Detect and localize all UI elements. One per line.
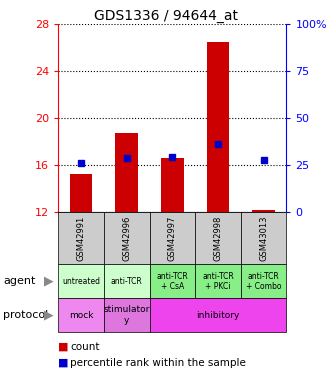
- Text: anti-TCR
+ CsA: anti-TCR + CsA: [157, 272, 188, 291]
- Bar: [150, 212, 195, 264]
- Bar: [206, 42, 229, 212]
- Text: ▶: ▶: [44, 309, 53, 321]
- Text: anti-TCR
+ Combo: anti-TCR + Combo: [246, 272, 281, 291]
- Text: anti-TCR: anti-TCR: [111, 277, 143, 286]
- Text: ▶: ▶: [44, 275, 53, 288]
- Text: GSM42991: GSM42991: [77, 216, 86, 261]
- Text: agent: agent: [3, 276, 36, 286]
- Bar: [252, 210, 275, 212]
- Text: untreated: untreated: [62, 277, 100, 286]
- Bar: [241, 264, 286, 298]
- Text: anti-TCR
+ PKCi: anti-TCR + PKCi: [202, 272, 234, 291]
- Bar: [115, 134, 138, 212]
- Bar: [58, 212, 104, 264]
- Bar: [195, 264, 241, 298]
- Text: ■: ■: [58, 358, 69, 368]
- Text: count: count: [70, 342, 100, 352]
- Text: GSM43013: GSM43013: [259, 215, 268, 261]
- Text: ■: ■: [58, 342, 69, 352]
- Bar: [104, 264, 150, 298]
- Text: mock: mock: [69, 310, 93, 320]
- Text: protocol: protocol: [3, 310, 49, 320]
- Text: stimulator
y: stimulator y: [104, 305, 150, 325]
- Text: inhibitory: inhibitory: [196, 310, 240, 320]
- Text: GSM42996: GSM42996: [122, 215, 131, 261]
- Bar: [104, 298, 150, 332]
- Bar: [241, 212, 286, 264]
- Text: GSM42998: GSM42998: [213, 215, 222, 261]
- Bar: [58, 298, 104, 332]
- Bar: [58, 264, 104, 298]
- Bar: [70, 174, 93, 212]
- Bar: [161, 158, 184, 212]
- Bar: [150, 298, 286, 332]
- Text: GDS1336 / 94644_at: GDS1336 / 94644_at: [95, 9, 238, 23]
- Text: GSM42997: GSM42997: [168, 215, 177, 261]
- Text: percentile rank within the sample: percentile rank within the sample: [70, 358, 246, 368]
- Bar: [104, 212, 150, 264]
- Bar: [150, 264, 195, 298]
- Bar: [195, 212, 241, 264]
